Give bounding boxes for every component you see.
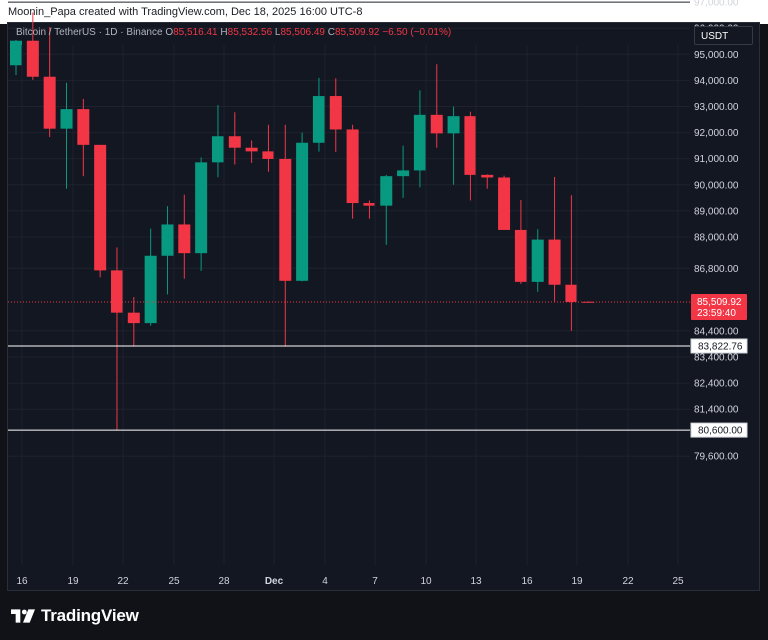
chart-frame[interactable]	[7, 22, 760, 591]
y-tick-label: 95,000.00	[694, 50, 739, 61]
y-tick-label: 91,000.00	[694, 154, 739, 165]
open-value: 85,516.41	[173, 27, 218, 38]
close-value: 85,509.92	[335, 27, 380, 38]
high-value: 85,532.56	[227, 27, 273, 38]
candle-body	[481, 174, 494, 178]
change-value: −6.50 (−0.01%)	[382, 27, 452, 38]
candle-body	[279, 158, 292, 281]
support-label: 80,600.00	[698, 426, 743, 437]
candle-body	[296, 142, 309, 281]
x-tick-label: 25	[672, 576, 684, 587]
y-tick-label: 89,000.00	[694, 206, 739, 217]
candle-body	[397, 170, 410, 177]
candle-body	[565, 284, 578, 302]
candle-body	[245, 147, 258, 152]
candle-body	[346, 129, 359, 204]
x-tick-label: 22	[622, 576, 634, 587]
candle-body	[127, 312, 140, 324]
candle-body	[312, 96, 325, 143]
candle-body	[178, 224, 191, 254]
candle-body	[195, 162, 208, 254]
support-label-box	[690, 338, 748, 354]
tradingview-logo[interactable]: TradingView	[11, 606, 139, 626]
candle-body	[447, 116, 460, 134]
x-tick-label: 10	[420, 576, 432, 587]
y-tick-label: 92,000.00	[694, 128, 739, 139]
candle-body	[60, 109, 73, 129]
x-tick-label: 28	[218, 576, 230, 587]
candle-body	[77, 109, 90, 145]
symbol-label: Bitcoin / TetherUS · 1D · Binance	[16, 27, 163, 38]
candle-body	[380, 176, 393, 206]
attribution-text: Moonin_Papa created with TradingView.com…	[8, 6, 363, 18]
footer	[0, 592, 768, 640]
y-tick-label: 83,400.00	[694, 353, 739, 364]
last-price-countdown: 23:59:40	[697, 308, 736, 319]
candle-body	[498, 177, 511, 230]
candle-body	[144, 255, 157, 324]
attribution-bar: Moonin_Papa created with TradingView.com…	[0, 0, 768, 24]
candle-body	[329, 96, 342, 130]
y-tick-label: 82,400.00	[694, 379, 739, 390]
last-price-label: 85,509.92	[697, 297, 742, 308]
x-tick-label: Dec	[265, 576, 284, 587]
y-tick-label: 81,400.00	[694, 405, 739, 416]
candle-body	[110, 270, 123, 313]
x-tick-label: 13	[470, 576, 482, 587]
candle-body	[582, 301, 595, 303]
candle-body	[531, 239, 544, 282]
x-tick-label: 7	[372, 576, 378, 587]
candle-body	[363, 203, 376, 206]
candle-body	[161, 224, 174, 256]
candle-body	[464, 116, 477, 175]
currency-button[interactable]: USDT	[694, 26, 753, 45]
candle-body	[94, 144, 107, 271]
y-tick-label: 90,000.00	[694, 180, 739, 191]
x-tick-label: 16	[16, 576, 28, 587]
low-key: L	[274, 27, 281, 38]
candle-body	[548, 239, 561, 285]
y-tick-label: 84,400.00	[694, 326, 739, 337]
candle-body	[430, 114, 443, 134]
candle-body	[26, 40, 39, 77]
y-tick-label: 88,000.00	[694, 232, 739, 243]
high-key: H	[220, 27, 228, 38]
x-tick-label: 19	[571, 576, 583, 587]
tradingview-logo-icon	[11, 609, 35, 623]
support-label: 83,822.76	[698, 341, 743, 352]
x-tick-label: 25	[168, 576, 180, 587]
close-key: C	[327, 27, 335, 38]
x-tick-label: 4	[322, 576, 328, 587]
candle-body	[413, 114, 426, 171]
last-price-box	[691, 293, 747, 320]
y-tick-label: 97,000.00	[694, 0, 739, 9]
candle-body	[211, 136, 224, 163]
candle-body	[262, 151, 275, 159]
candle-body	[514, 229, 527, 282]
y-tick-label: 93,000.00	[694, 102, 739, 113]
open-key: O	[165, 27, 174, 38]
x-tick-label: 22	[117, 576, 129, 587]
y-tick-label: 79,600.00	[694, 452, 739, 463]
candle-body	[43, 76, 56, 129]
low-value: 85,506.49	[280, 27, 325, 38]
tradingview-brand: TradingView	[41, 606, 139, 625]
ohlc-legend: Bitcoin / TetherUS · 1D · Binance O85,51…	[16, 27, 451, 38]
candle-body	[228, 136, 241, 148]
x-tick-label: 16	[521, 576, 533, 587]
x-tick-label: 19	[67, 576, 79, 587]
y-tick-label: 94,000.00	[694, 76, 739, 87]
support-label-box	[690, 422, 748, 438]
candle-body	[10, 40, 22, 66]
y-tick-label: 86,800.00	[694, 264, 739, 275]
